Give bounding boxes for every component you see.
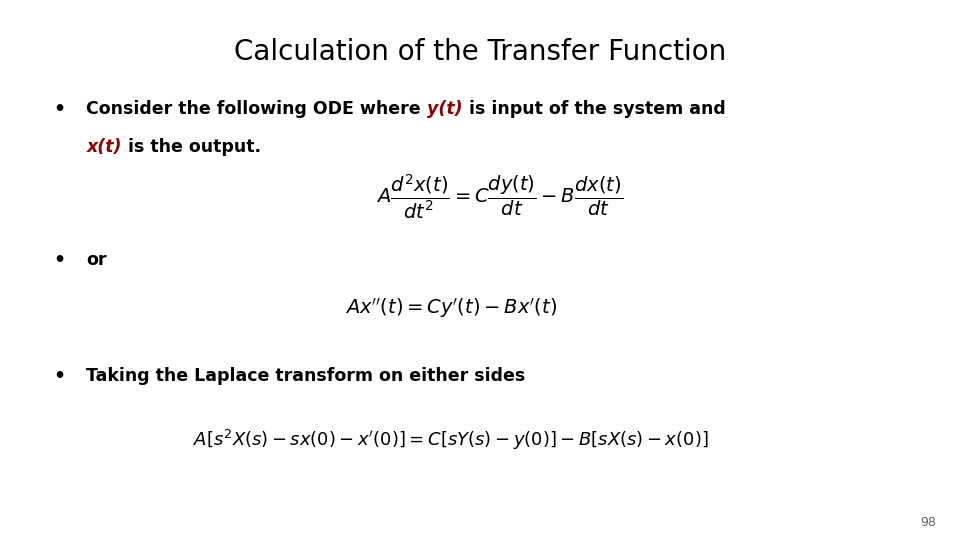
Text: 98: 98 (920, 516, 936, 529)
Text: is the output.: is the output. (122, 138, 261, 156)
Text: •: • (53, 367, 65, 386)
Text: or: or (86, 251, 107, 269)
Text: $A\dfrac{d^{2}x(t)}{dt^{2}} = C\dfrac{dy(t)}{dt} - B\dfrac{dx(t)}{dt}$: $A\dfrac{d^{2}x(t)}{dt^{2}} = C\dfrac{dy… (375, 173, 623, 221)
Text: •: • (53, 100, 65, 119)
Text: •: • (53, 251, 65, 270)
Text: $Ax''(t) = Cy'(t) - Bx'(t)$: $Ax''(t) = Cy'(t) - Bx'(t)$ (346, 296, 557, 320)
Text: y(t): y(t) (427, 100, 463, 118)
Text: Calculation of the Transfer Function: Calculation of the Transfer Function (234, 38, 726, 66)
Text: Taking the Laplace transform on either sides: Taking the Laplace transform on either s… (86, 367, 526, 385)
Text: Consider the following ODE where: Consider the following ODE where (86, 100, 427, 118)
Text: $A[s^{2}X(s) - sx(0) - x'(0)] = C[sY(s) - y(0)] - B[sX(s) - x(0)]$: $A[s^{2}X(s) - sx(0) - x'(0)] = C[sY(s) … (193, 428, 709, 452)
Text: is input of the system and: is input of the system and (463, 100, 726, 118)
Text: x(t): x(t) (86, 138, 122, 156)
